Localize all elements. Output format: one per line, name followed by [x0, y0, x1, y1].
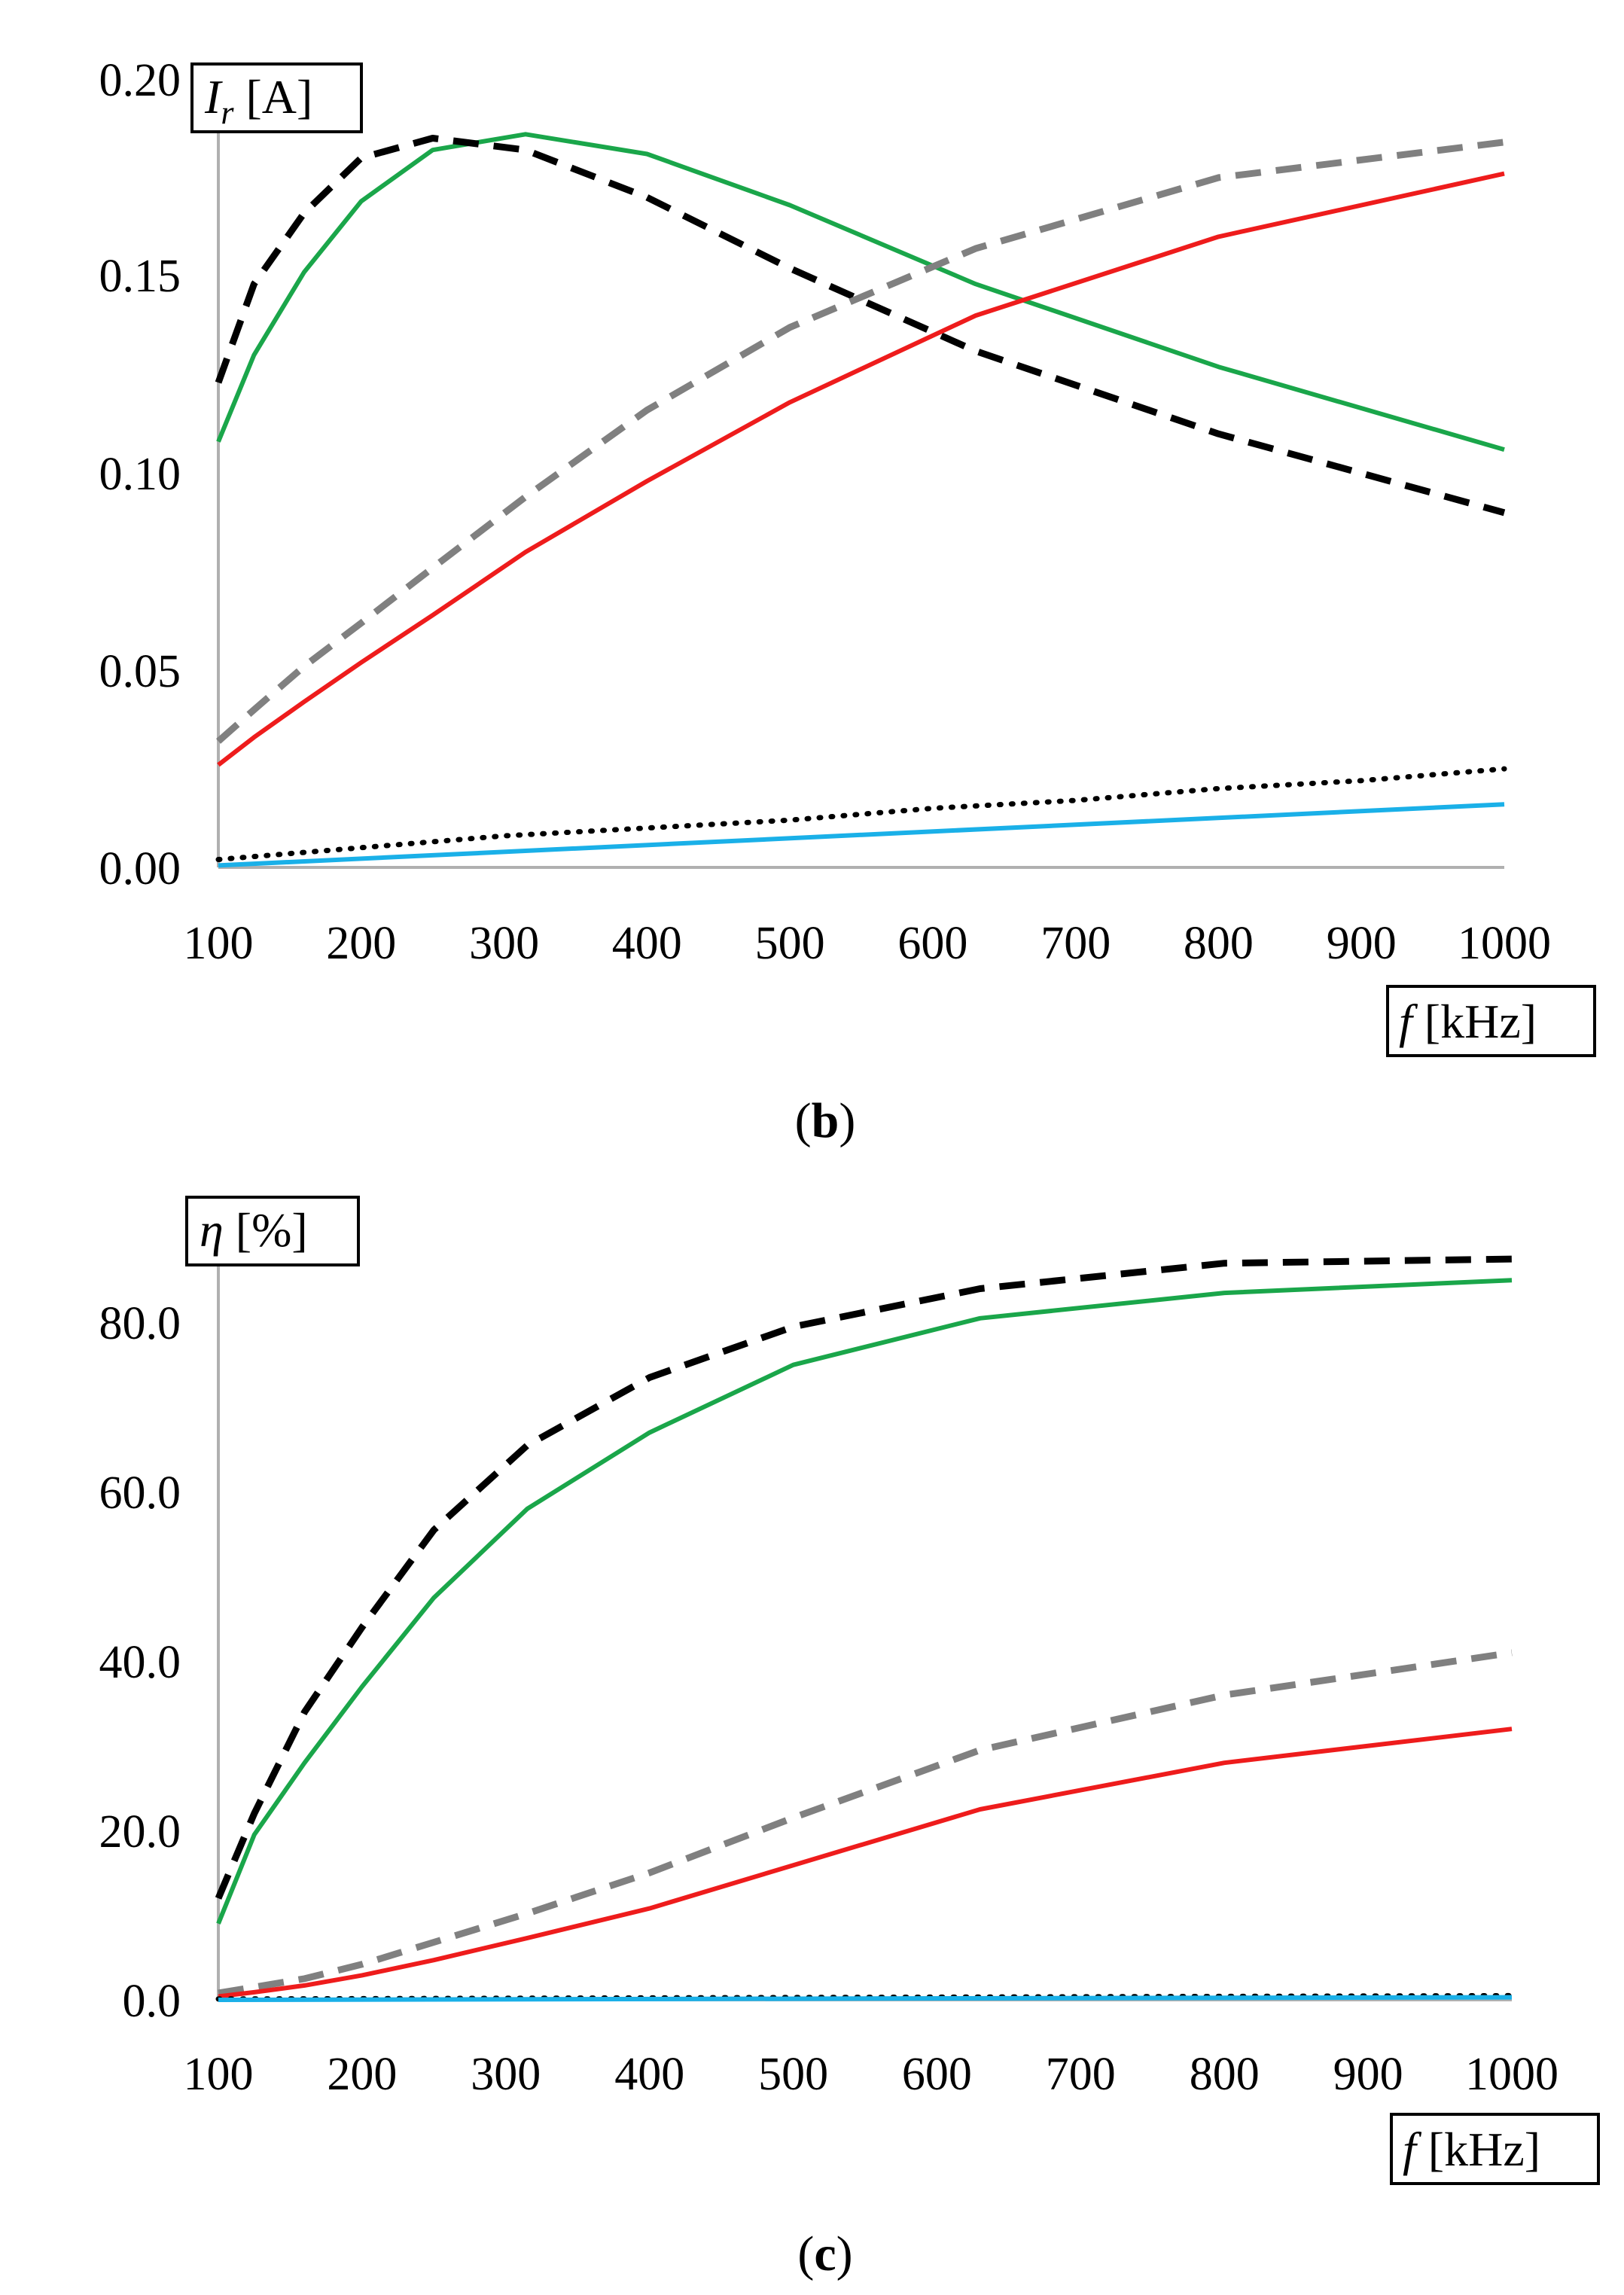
series-line-black-dashed	[215, 135, 1506, 517]
series-line-cyan	[218, 802, 1505, 868]
series-line-red	[218, 1727, 1513, 1999]
x-axis-label-box	[1386, 985, 1596, 1057]
x-label-unit: [kHz]	[1412, 995, 1537, 1048]
x-tick-label: 300	[469, 918, 539, 969]
y-label-unit: [A]	[233, 70, 312, 123]
caption-letter: c	[814, 2226, 836, 2281]
y-label-unit: [%]	[224, 1203, 308, 1257]
y-tick-label: 40.0	[99, 1637, 181, 1688]
x-axis-label: f [kHz]	[1390, 2113, 1600, 2185]
x-tick-label: 800	[1184, 918, 1254, 969]
series-line-gray-dashed	[218, 1649, 1513, 1997]
svg-text:f [kHz]: f [kHz]	[1403, 2123, 1540, 2176]
y-label-symbol: η	[200, 1203, 224, 1257]
x-axis-label-box	[1390, 2113, 1600, 2185]
x-tick-label: 1000	[1465, 2049, 1558, 2100]
x-tick-label: 600	[897, 918, 967, 969]
y-tick-labels: 0.0 20.0 40.0 60.0 80.0	[99, 1298, 181, 2027]
x-tick-label: 500	[755, 918, 825, 969]
series-line-cyan	[218, 1995, 1513, 2002]
x-tick-label: 1000	[1458, 918, 1551, 969]
x-tick-label: 800	[1190, 2049, 1260, 2100]
panel-caption: (b)	[795, 1093, 856, 1148]
x-tick-label: 100	[184, 2049, 254, 2100]
series-group	[215, 132, 1507, 868]
y-axis-label: Ir [A]	[190, 62, 363, 133]
caption-letter: b	[812, 1093, 839, 1148]
x-tick-label: 900	[1327, 918, 1397, 969]
chart-panel-c: 0.0 20.0 40.0 60.0 80.0 100 200 300 400 …	[99, 1196, 1600, 2281]
y-tick-labels: 0.00 0.05 0.10 0.15 0.20	[99, 55, 181, 895]
x-tick-labels: 100 200 300 400 500 600 700 800 900 1000	[184, 918, 1552, 969]
y-tick-label: 0.15	[99, 251, 181, 302]
y-tick-label: 0.00	[99, 843, 181, 895]
series-group	[215, 1255, 1515, 2002]
series-line-red	[217, 171, 1505, 767]
x-tick-label: 200	[327, 2049, 397, 2100]
x-tick-labels: 100 200 300 400 500 600 700 800 900 1000	[184, 2049, 1559, 2100]
x-tick-label: 100	[184, 918, 254, 969]
y-tick-label: 0.10	[99, 449, 181, 500]
svg-text:Ir [A]: Ir [A]	[204, 70, 312, 131]
x-tick-label: 200	[326, 918, 396, 969]
x-axis-label: f [kHz]	[1386, 985, 1596, 1057]
y-axis-label: η [%]	[185, 1196, 360, 1266]
y-tick-label: 0.05	[99, 646, 181, 697]
x-label-unit: [kHz]	[1416, 2123, 1540, 2176]
x-tick-label: 400	[612, 918, 682, 969]
series-line-black-dotted	[215, 766, 1507, 862]
svg-text:f [kHz]: f [kHz]	[1399, 995, 1537, 1048]
y-tick-label: 20.0	[99, 1806, 181, 1858]
x-tick-label: 700	[1046, 2049, 1116, 2100]
x-tick-label: 400	[614, 2049, 684, 2100]
x-tick-label: 900	[1333, 2049, 1403, 2100]
y-label-subscript: r	[221, 94, 234, 131]
x-tick-label: 500	[758, 2049, 828, 2100]
svg-text:η [%]: η [%]	[200, 1203, 308, 1257]
series-line-green	[216, 132, 1505, 452]
y-axis-label-box	[190, 62, 363, 133]
x-tick-label: 300	[471, 2049, 541, 2100]
y-tick-label: 80.0	[99, 1298, 181, 1349]
chart-panel-b: 0.00 0.05 0.10 0.15 0.20 100 200 300 400…	[99, 55, 1596, 1148]
series-line-black-dashed	[215, 1255, 1513, 1900]
y-tick-label: 60.0	[99, 1468, 181, 1519]
series-line-gray-dashed	[216, 139, 1505, 744]
y-tick-label: 0.0	[123, 1976, 181, 2027]
panel-caption: (c)	[797, 2226, 852, 2281]
y-tick-label: 0.20	[99, 55, 181, 106]
series-line-green	[216, 1278, 1513, 1925]
x-tick-label: 700	[1041, 918, 1111, 969]
y-label-symbol: I	[204, 70, 223, 123]
y-axis-label-box	[185, 1196, 360, 1266]
x-tick-label: 600	[902, 2049, 972, 2100]
